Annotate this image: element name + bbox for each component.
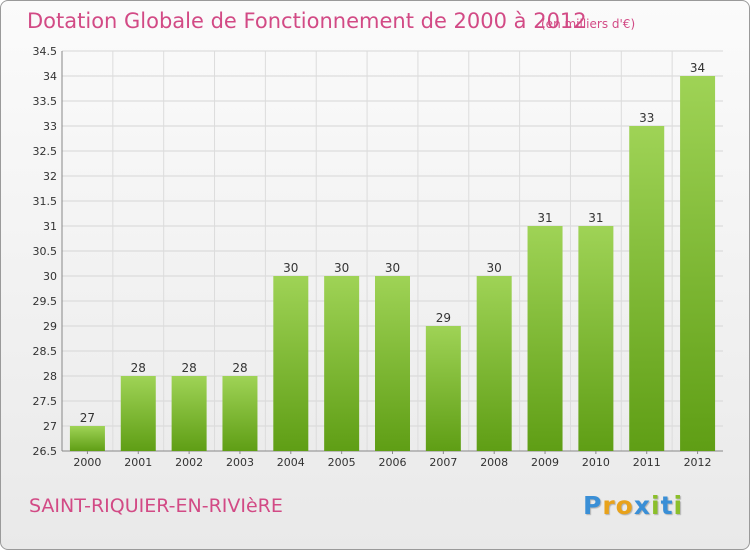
- logo-letter: P: [583, 491, 603, 520]
- bars: [69, 76, 716, 451]
- y-tick-label: 34.5: [33, 45, 58, 58]
- x-tick-label: 2003: [226, 456, 254, 469]
- bar: [680, 76, 716, 451]
- logo-letter: i: [673, 491, 684, 520]
- bar: [273, 276, 309, 451]
- x-tick-label: 2001: [124, 456, 152, 469]
- x-tick-label: 2012: [684, 456, 712, 469]
- y-tick-label: 28: [43, 370, 57, 383]
- data-label: 29: [436, 311, 451, 325]
- data-label: 28: [232, 361, 247, 375]
- data-label: 33: [639, 111, 654, 125]
- chart-subtitle: (en milliers d'€): [541, 17, 636, 31]
- bar: [324, 276, 360, 451]
- y-tick-label: 33: [43, 120, 57, 133]
- x-tick-label: 2006: [379, 456, 407, 469]
- logo-letter: o: [615, 491, 634, 520]
- bar: [120, 376, 156, 451]
- data-label: 30: [283, 261, 298, 275]
- data-label: 31: [588, 211, 603, 225]
- data-labels: 27 28 28 28 30 30 30 29 30 31 31 33 34: [80, 61, 705, 425]
- y-tick-label: 29.5: [33, 295, 58, 308]
- y-tick-label: 31: [43, 220, 57, 233]
- axes: 26.5 27 27.5 28 28.5 29 29.5 30 30.5 31 31.5 32 32.5…: [33, 45, 723, 469]
- y-tick-label: 32.5: [33, 145, 58, 158]
- y-tick-label: 26.5: [33, 445, 58, 458]
- data-label: 27: [80, 411, 95, 425]
- y-tick-label: 27.5: [33, 395, 58, 408]
- data-label: 30: [385, 261, 400, 275]
- y-tick-label: 30.5: [33, 245, 58, 258]
- chart-title: Dotation Globale de Fonctionnement de 20…: [27, 9, 587, 33]
- logo-letter: i: [651, 491, 661, 520]
- y-tick-label: 32: [43, 170, 57, 183]
- y-tick-label: 30: [43, 270, 57, 283]
- bar: [375, 276, 410, 451]
- y-tick-label: 29: [43, 320, 57, 333]
- bar: [222, 376, 258, 451]
- y-tick-label: 31.5: [33, 195, 58, 208]
- x-tick-label: 2007: [429, 456, 457, 469]
- data-label: 30: [487, 261, 502, 275]
- x-tick-label: 2011: [633, 456, 661, 469]
- logo-letter: r: [602, 491, 616, 520]
- bar: [476, 276, 512, 451]
- bar: [629, 126, 665, 451]
- data-label: 28: [181, 361, 196, 375]
- logo-letter: x: [633, 491, 651, 520]
- data-label: 31: [537, 211, 552, 225]
- x-tick-label: 2004: [277, 456, 305, 469]
- x-tick-label: 2009: [531, 456, 559, 469]
- x-tick-label: 2000: [73, 456, 101, 469]
- data-label: 34: [690, 61, 705, 75]
- commune-name: SAINT-RIQUIER-EN-RIVIèRE: [29, 495, 283, 517]
- bar: [171, 376, 207, 451]
- proxiti-logo: Proxiti: [583, 491, 683, 520]
- y-tick-label: 33.5: [33, 95, 58, 108]
- y-tick-label: 27: [43, 420, 57, 433]
- x-tick-label: 2010: [582, 456, 610, 469]
- y-tick-label: 34: [43, 70, 57, 83]
- bar: [425, 326, 461, 451]
- bar: [527, 226, 563, 451]
- y-tick-label: 28.5: [33, 345, 58, 358]
- data-label: 28: [131, 361, 146, 375]
- x-tick-label: 2005: [328, 456, 356, 469]
- bar: [578, 226, 614, 451]
- data-label: 30: [334, 261, 349, 275]
- bar: [69, 426, 105, 451]
- x-tick-label: 2002: [175, 456, 203, 469]
- x-tick-label: 2008: [480, 456, 508, 469]
- logo-letter: t: [660, 491, 674, 520]
